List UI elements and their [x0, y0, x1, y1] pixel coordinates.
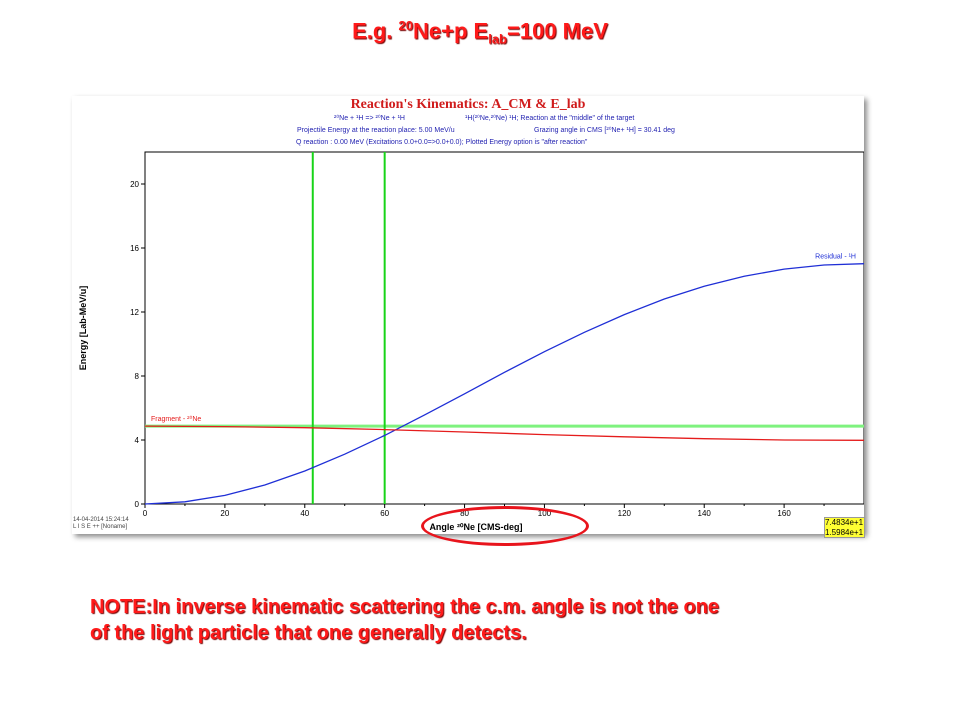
value-readout: 7.4834e+1 1.5984e+1	[824, 517, 865, 538]
y-tick-label: 16	[130, 244, 139, 253]
timestamp: 14-04-2014 15:24:14	[73, 517, 129, 523]
title-sup: 20	[398, 18, 413, 33]
title-prefix: E.g.	[352, 18, 399, 44]
readout-value-2: 1.5984e+1	[825, 528, 864, 537]
kinematics-chart-panel: Reaction's Kinematics: A_CM & E_lab ²⁰Ne…	[72, 96, 864, 534]
x-tick-label: 160	[777, 509, 791, 518]
x-tick-label: 40	[300, 509, 309, 518]
info-reaction: ²⁰Ne + ¹H => ²⁰Ne + ¹H	[334, 114, 405, 122]
series-line-residual	[144, 263, 864, 505]
series-label-residual: Residual - ¹H	[815, 254, 856, 261]
y-axis-label: Energy [Lab-MeV/u]	[78, 286, 88, 371]
info-notation: ¹H(²⁰Ne,²⁰Ne) ¹H; Reaction at the "middl…	[465, 114, 634, 122]
y-tick-label: 0	[135, 500, 140, 509]
series-line-fragment	[144, 425, 864, 441]
software-label: L I S E ++ [Noname]	[73, 524, 128, 530]
x-tick-label: 20	[220, 509, 229, 518]
y-tick-label: 8	[135, 372, 140, 381]
x-tick-label: 120	[618, 509, 632, 518]
chart-stamp: 14-04-2014 15:24:14 L I S E ++ [Noname]	[73, 517, 129, 531]
x-tick-label: 60	[380, 509, 389, 518]
series-label-fragment: Fragment - ²⁰Ne	[151, 415, 201, 423]
note-line-2: of the light particle that one generally…	[90, 622, 527, 644]
x-tick-label: 140	[698, 509, 712, 518]
slide-title: E.g. 20Ne+p Elab=100 MeV	[0, 18, 960, 47]
axis-highlight-oval	[421, 506, 589, 546]
y-tick-label: 20	[130, 180, 139, 189]
chart-heading: Reaction's Kinematics: A_CM & E_lab	[351, 97, 586, 112]
info-energy: Projectile Energy at the reaction place:…	[297, 127, 455, 134]
kinematics-chart: Reaction's Kinematics: A_CM & E_lab ²⁰Ne…	[78, 97, 864, 532]
y-tick-label: 4	[135, 436, 140, 445]
info-grazing: Grazing angle in CMS [²⁰Ne+ ¹H] = 30.41 …	[534, 126, 675, 134]
title-sub: lab	[488, 31, 507, 47]
note-line-1: NOTE:In inverse kinematic scattering the…	[90, 596, 720, 618]
note-text: NOTE:In inverse kinematic scattering the…	[90, 594, 890, 646]
readout-value-1: 7.4834e+1	[825, 518, 864, 527]
title-suffix: =100 MeV	[507, 18, 608, 44]
y-tick-label: 12	[130, 308, 139, 317]
plot-area-frame	[144, 151, 864, 505]
info-q-reaction: Q reaction : 0.00 MeV (Excitations 0.0+0…	[296, 139, 588, 146]
title-mid: Ne+p E	[413, 18, 489, 44]
x-tick-label: 0	[143, 509, 148, 518]
